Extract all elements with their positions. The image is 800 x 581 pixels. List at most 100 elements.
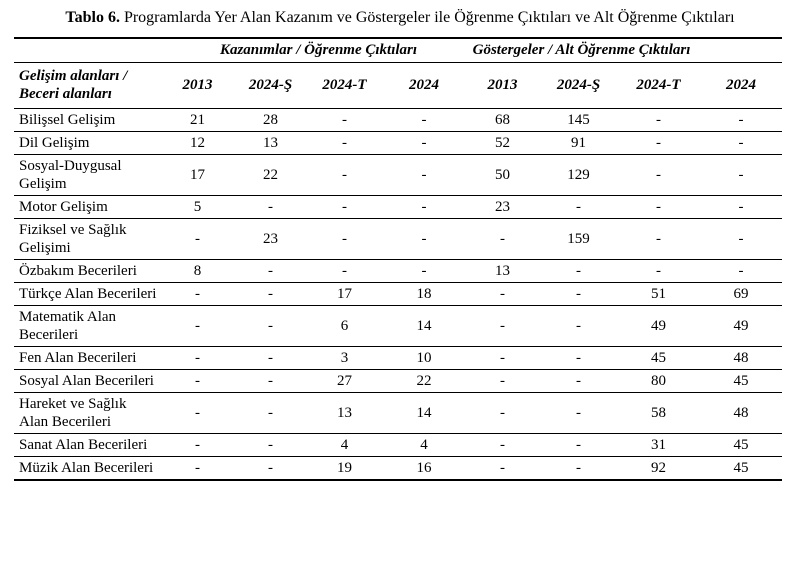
group-header-gostergeler: Göstergeler / Alt Öğrenme Çıktıları	[465, 37, 783, 63]
cell-value: -	[465, 346, 540, 370]
cell-value: -	[700, 218, 783, 260]
cell-value: 48	[700, 392, 783, 434]
cell-value: -	[235, 346, 306, 370]
cell-value: -	[383, 195, 465, 219]
cell-value: 45	[700, 456, 783, 481]
col-header-2024-b: 2024	[700, 62, 783, 109]
caption-label: Tablo 6.	[65, 9, 120, 26]
row-label: Fen Alan Becerileri	[14, 346, 160, 370]
cell-value: -	[617, 195, 700, 219]
cell-value: -	[700, 108, 783, 132]
cell-value: 22	[383, 369, 465, 393]
cell-value: -	[465, 433, 540, 457]
cell-value: -	[235, 392, 306, 434]
cell-value: -	[160, 305, 235, 347]
data-table: Kazanımlar / Öğrenme Çıktıları Göstergel…	[14, 36, 783, 481]
cell-value: 159	[540, 218, 617, 260]
table-caption: Tablo 6. Programlarda Yer Alan Kazanım ve…	[50, 8, 750, 28]
row-label: Sanat Alan Becerileri	[14, 433, 160, 457]
cell-value: -	[235, 195, 306, 219]
group-header-kazanimlar-label: Kazanımlar / Öğrenme Çıktıları	[219, 41, 418, 58]
table-body: Bilişsel Gelişim 21 28- -68 145- - Dil Gelişim…	[14, 108, 783, 481]
cell-value: 17	[306, 282, 383, 306]
cell-value: -	[235, 433, 306, 457]
table-row: Matematik Alan Becerileri - -6 14- -49 49	[14, 305, 783, 347]
col-header-2024t-a: 2024-T	[306, 62, 383, 109]
cell-value: -	[617, 154, 700, 196]
row-label: Matematik Alan Becerileri	[14, 305, 160, 347]
cell-value: 69	[700, 282, 783, 306]
cell-value: 31	[617, 433, 700, 457]
cell-value: 17	[160, 154, 235, 196]
row-label: Sosyal-Duygusal Gelişim	[14, 154, 160, 196]
cell-value: -	[700, 195, 783, 219]
table-row: Sosyal Alan Becerileri - -27 22- -80 45	[14, 369, 783, 393]
table-row: Motor Gelişim 5- - -23- - -	[14, 195, 783, 219]
cell-value: -	[383, 131, 465, 155]
cell-value: 52	[465, 131, 540, 155]
column-header-row: Gelişim alanları / Beceri alanları 2013 …	[14, 62, 783, 109]
group-header-gostergeler-label: Göstergeler / Alt Öğrenme Çıktıları	[472, 41, 691, 58]
cell-value: 4	[306, 433, 383, 457]
cell-value: 19	[306, 456, 383, 481]
cell-value: 145	[540, 108, 617, 132]
cell-value: -	[235, 282, 306, 306]
table-row: Özbakım Becerileri 8- - -13- - -	[14, 259, 783, 283]
cell-value: 45	[700, 369, 783, 393]
cell-value: 16	[383, 456, 465, 481]
cell-value: 4	[383, 433, 465, 457]
cell-value: 91	[540, 131, 617, 155]
cell-value: 23	[465, 195, 540, 219]
table-row: Bilişsel Gelişim 21 28- -68 145- -	[14, 108, 783, 132]
row-label: Hareket ve Sağlık Alan Becerileri	[14, 392, 160, 434]
cell-value: 45	[700, 433, 783, 457]
col-header-2024s-a: 2024-Ş	[235, 62, 306, 109]
row-label: Özbakım Becerileri	[14, 259, 160, 283]
col-header-2013-a: 2013	[160, 62, 235, 109]
cell-value: 14	[383, 392, 465, 434]
page: Tablo 6. Programlarda Yer Alan Kazanım ve…	[0, 8, 800, 581]
cell-value: -	[617, 259, 700, 283]
cell-value: -	[160, 392, 235, 434]
group-header-row: Kazanımlar / Öğrenme Çıktıları Göstergel…	[14, 37, 783, 63]
cell-value: -	[540, 346, 617, 370]
cell-value: -	[383, 218, 465, 260]
cell-value: -	[465, 392, 540, 434]
cell-value: 92	[617, 456, 700, 481]
cell-value: -	[160, 433, 235, 457]
cell-value: -	[465, 456, 540, 481]
cell-value: -	[617, 108, 700, 132]
cell-value: 51	[617, 282, 700, 306]
cell-value: 5	[160, 195, 235, 219]
cell-value: 45	[617, 346, 700, 370]
cell-value: -	[235, 259, 306, 283]
cell-value: -	[465, 218, 540, 260]
cell-value: 14	[383, 305, 465, 347]
table-row: Hareket ve Sağlık Alan Becerileri - -13 14-…	[14, 392, 783, 434]
cell-value: 49	[700, 305, 783, 347]
cell-value: -	[160, 456, 235, 481]
group-header-kazanimlar: Kazanımlar / Öğrenme Çıktıları	[160, 37, 465, 63]
cell-value: -	[617, 131, 700, 155]
cell-value: 23	[235, 218, 306, 260]
row-label: Müzik Alan Becerileri	[14, 456, 160, 481]
col-header-2024s-b: 2024-Ş	[540, 62, 617, 109]
cell-value: -	[540, 456, 617, 481]
col-header-2024t-b: 2024-T	[617, 62, 700, 109]
cell-value: -	[540, 433, 617, 457]
cell-value: -	[540, 195, 617, 219]
cell-value: -	[306, 218, 383, 260]
cell-value: 68	[465, 108, 540, 132]
cell-value: -	[700, 154, 783, 196]
col-header-2024-a: 2024	[383, 62, 465, 109]
cell-value: -	[465, 369, 540, 393]
corner-empty-cell	[14, 37, 160, 63]
cell-value: 50	[465, 154, 540, 196]
cell-value: -	[306, 131, 383, 155]
cell-value: -	[383, 154, 465, 196]
cell-value: -	[540, 392, 617, 434]
table-row: Sanat Alan Becerileri - -4 4- -31 45	[14, 433, 783, 457]
row-label: Sosyal Alan Becerileri	[14, 369, 160, 393]
corner-header: Gelişim alanları / Beceri alanları	[14, 62, 160, 109]
table-row: Dil Gelişim 12 13- -52 91- -	[14, 131, 783, 155]
